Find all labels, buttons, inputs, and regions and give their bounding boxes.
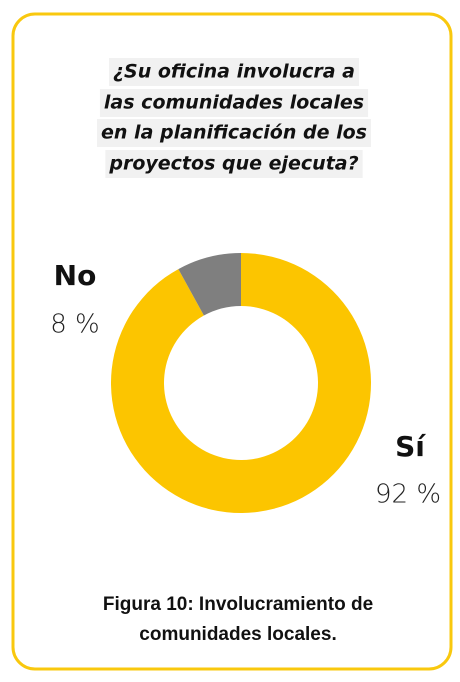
- chart-title: ¿Su oficina involucra a: [113, 61, 355, 83]
- donut-segment: [178, 253, 241, 316]
- donut-segment: [111, 253, 372, 513]
- segment-value: 8 %: [50, 310, 100, 340]
- chart-title: proyectos que ejecuta?: [108, 153, 358, 175]
- segment-label: Sí: [395, 430, 426, 463]
- chart-title: en la planificación de los: [101, 122, 367, 144]
- title-highlight: [109, 58, 359, 86]
- segment-label: No: [54, 259, 97, 292]
- title-highlight: [97, 119, 371, 147]
- figure-caption: comunidades locales.: [139, 624, 336, 645]
- title-highlight: [105, 150, 363, 178]
- figure-caption: Figura 10: Involucramiento de: [103, 594, 373, 615]
- title-highlight: [99, 89, 369, 117]
- segment-value: 92 %: [375, 480, 441, 510]
- chart-title: las comunidades locales: [104, 92, 364, 114]
